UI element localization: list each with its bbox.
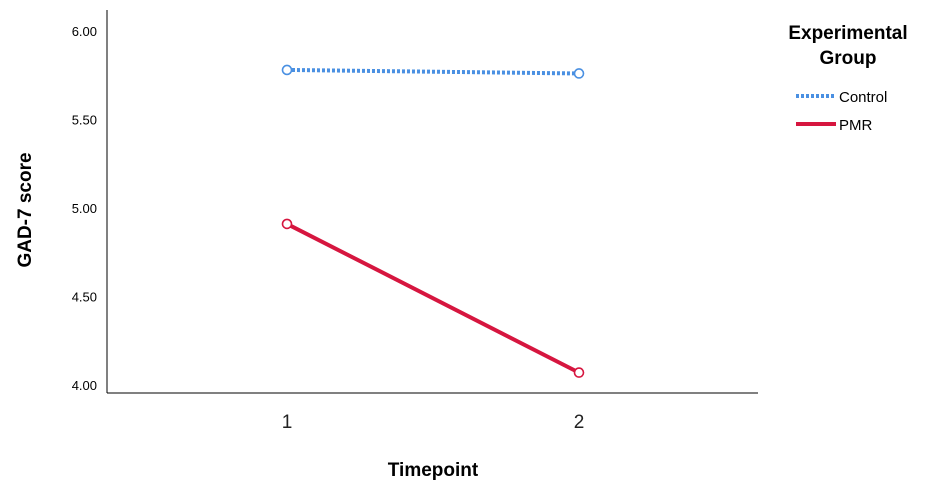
data-point-control: [281, 64, 293, 76]
y-tick-label: 6.00: [72, 24, 97, 39]
data-point-control: [573, 68, 585, 79]
y-tick-labels: 4.00 4.50 5.00 5.50 6.00: [72, 24, 97, 393]
y-tick-label: 5.00: [72, 201, 97, 216]
legend-label-pmr: PMR: [839, 117, 873, 134]
series: [281, 64, 585, 378]
x-axis-title: Timepoint: [388, 460, 479, 481]
legend-title-line1: Experimental: [788, 23, 907, 44]
y-axis-title: GAD-7 score: [15, 152, 36, 267]
legend: Experimental Group Control PMR: [788, 23, 907, 134]
series-line-control: [286, 67, 580, 76]
data-point-pmr: [281, 218, 293, 230]
y-tick-label: 5.50: [72, 113, 97, 128]
y-tick-label: 4.00: [72, 378, 97, 393]
axes: [106, 10, 758, 394]
x-tick-label: 1: [282, 412, 293, 433]
y-tick-label: 4.50: [72, 290, 97, 305]
series-line-pmr: [286, 222, 580, 375]
legend-label-control: Control: [839, 89, 887, 106]
x-tick-label: 2: [574, 412, 585, 433]
legend-title-line2: Group: [820, 48, 877, 69]
legend-items: Control PMR: [796, 89, 887, 134]
data-point-pmr: [573, 367, 585, 378]
